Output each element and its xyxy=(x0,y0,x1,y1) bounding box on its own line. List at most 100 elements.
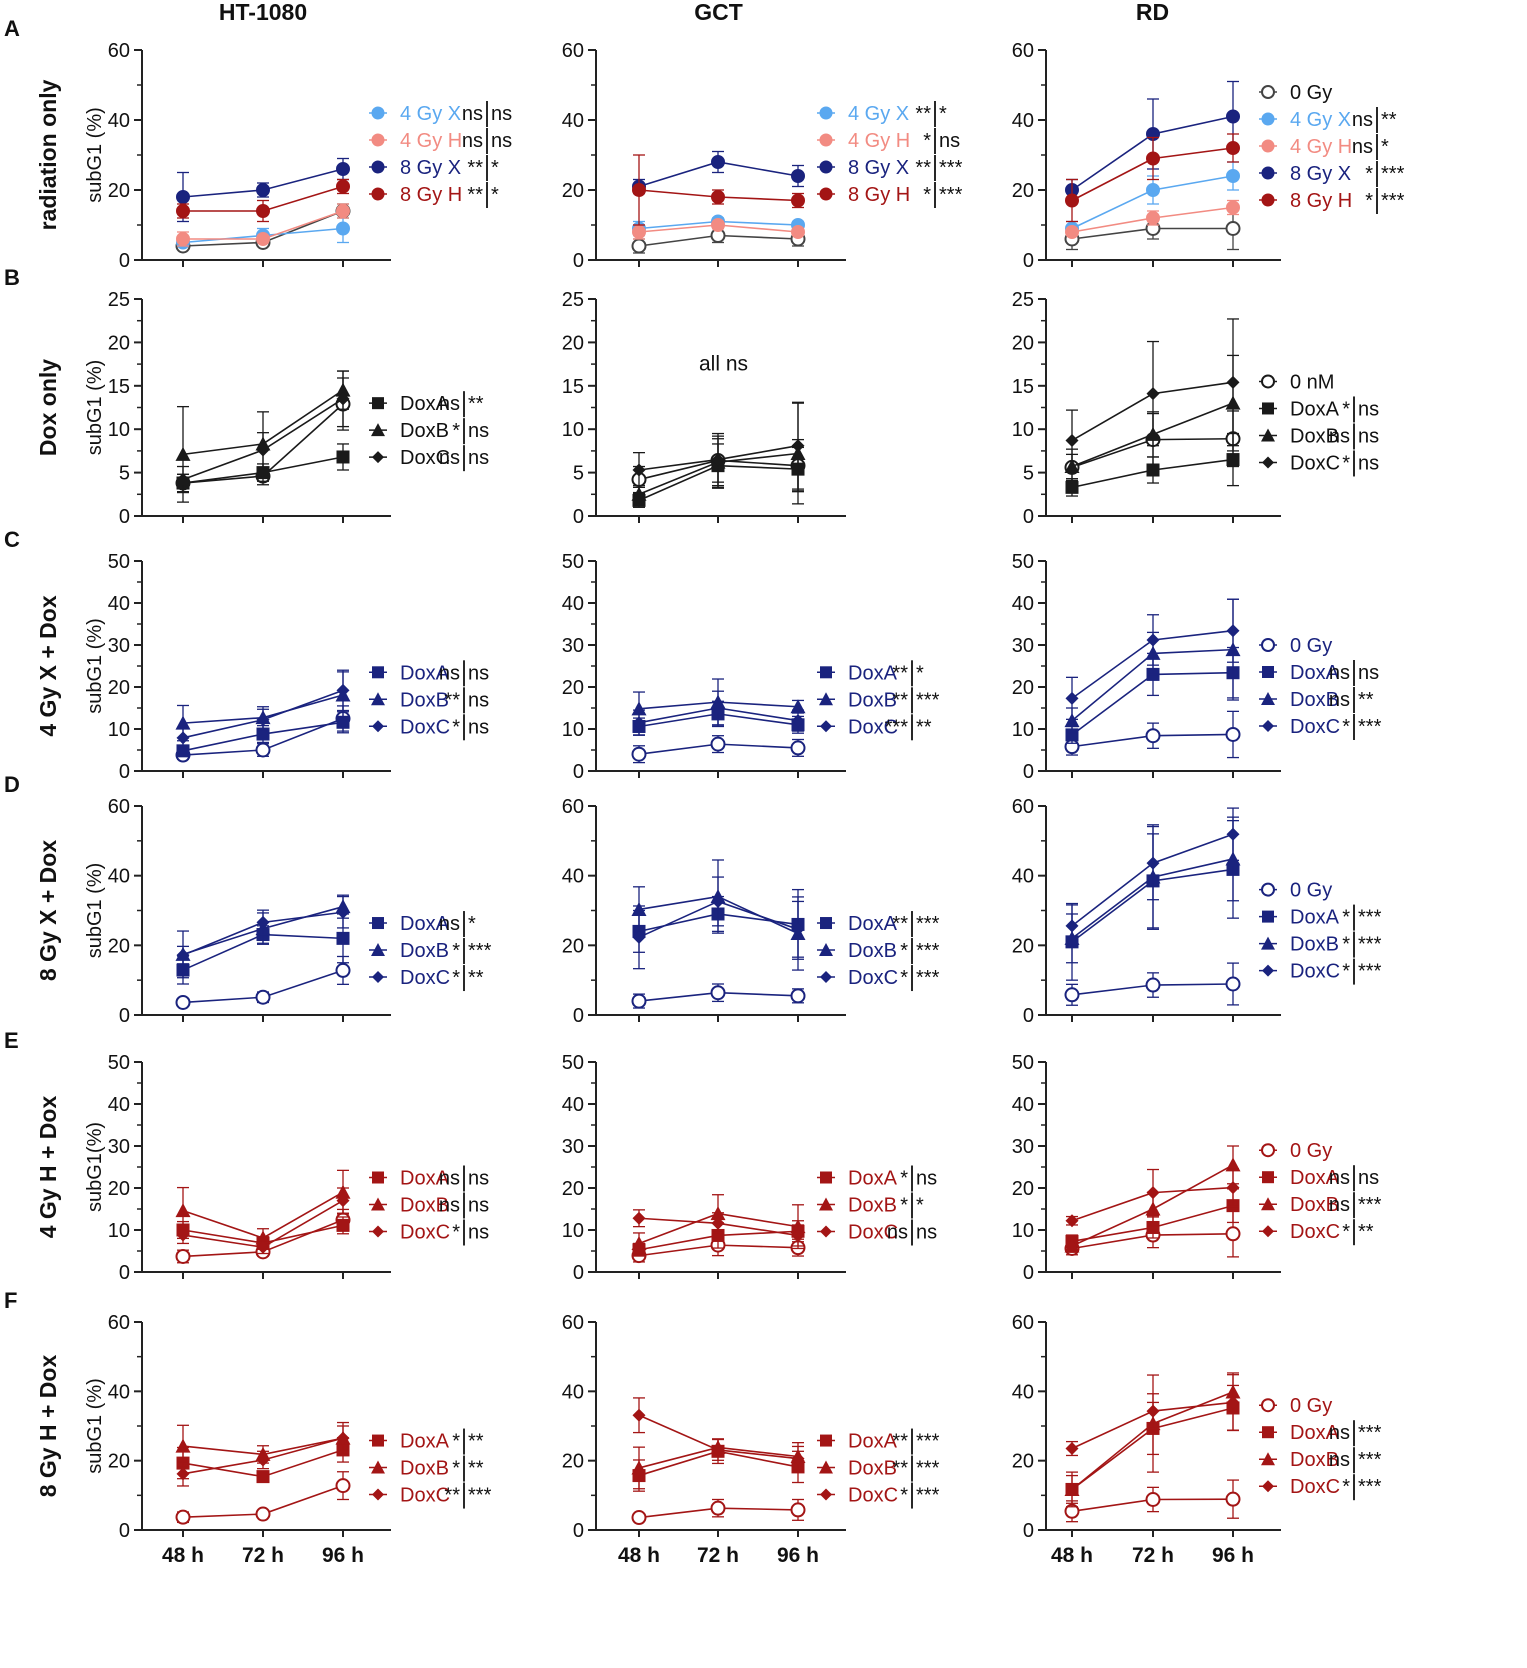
data-point xyxy=(791,225,805,239)
legend-label: 8 Gy X xyxy=(400,157,461,179)
y-tick-label: 10 xyxy=(1012,419,1034,441)
y-tick-label: 10 xyxy=(108,419,130,441)
data-point xyxy=(176,731,190,745)
y-tick-label: 20 xyxy=(108,180,130,202)
significance-label: *|******* xyxy=(1342,714,1382,740)
legend: 0 GyDoxAns|nsnsnsDoxBns|**ns**DoxC*|****… xyxy=(1259,635,1382,740)
significance-right: ns xyxy=(468,689,489,711)
data-point xyxy=(1261,374,1275,389)
chart-panel-A-HT-1080: 0 20 40 60 subG1 (%) 4 Gy Xns|nsnsns4 Gy Hns|… xyxy=(84,40,512,272)
data-point xyxy=(632,930,646,944)
data-point xyxy=(791,1452,805,1466)
data-point xyxy=(1225,1157,1241,1172)
series-0-gy xyxy=(1064,1479,1241,1523)
y-tick-label: 30 xyxy=(108,635,130,657)
significance-left: * xyxy=(900,1195,908,1217)
y-tick-label: 10 xyxy=(562,1220,584,1242)
legend: DoxA**|********DoxB**|********DoxC*|****… xyxy=(817,1428,940,1509)
legend-label: DoxC xyxy=(400,1222,450,1244)
panel-letter: D xyxy=(4,772,20,797)
y-tick-label: 60 xyxy=(108,40,130,62)
y-tick-label: 40 xyxy=(562,593,584,615)
series-doxc xyxy=(176,669,350,749)
y-tick-label: 40 xyxy=(1012,110,1034,132)
data-point xyxy=(1226,141,1240,155)
data-point xyxy=(175,1203,191,1218)
data-point xyxy=(632,463,646,477)
y-tick-label: 60 xyxy=(108,1312,130,1334)
legend-label: 4 Gy H xyxy=(400,130,462,152)
series-doxc xyxy=(632,690,805,736)
significance-left: ns xyxy=(1329,1194,1350,1216)
significance-label: ns|**ns** xyxy=(439,391,484,418)
legend: 0 GyDoxAns|nsnsnsDoxBns|***ns***DoxC*|**… xyxy=(1259,1140,1382,1246)
significance-right: * xyxy=(468,913,476,935)
data-point xyxy=(819,106,833,120)
data-point xyxy=(790,988,806,1004)
significance-right: ** xyxy=(1381,109,1397,131)
data-point xyxy=(1064,1481,1080,1496)
y-tick-label: 20 xyxy=(108,332,130,354)
panel-annotation: all ns xyxy=(699,353,748,376)
y-axis-label: subG1 (%) xyxy=(84,863,106,959)
column-header: GCT xyxy=(694,0,743,25)
series-0-gy xyxy=(175,1471,351,1525)
y-tick-label: 0 xyxy=(1023,1005,1034,1027)
significance-left: ** xyxy=(467,184,483,206)
significance-left: * xyxy=(900,940,908,962)
data-point xyxy=(372,666,384,679)
y-tick-label: 15 xyxy=(562,376,584,398)
data-point xyxy=(176,1467,190,1481)
y-tick-label: 10 xyxy=(1012,1220,1034,1242)
series-0-gy xyxy=(631,1498,806,1526)
significance-label: **|ns**ns xyxy=(444,687,489,714)
data-point xyxy=(1261,193,1275,207)
significance-label: *|******* xyxy=(1342,1474,1382,1501)
data-point xyxy=(175,715,191,730)
row-title: Dox only xyxy=(35,359,61,456)
legend-label: DoxB xyxy=(1290,425,1339,447)
data-point xyxy=(175,1509,191,1525)
data-point xyxy=(1145,977,1161,993)
data-point xyxy=(631,746,647,762)
significance-label: ns|nsnsns xyxy=(439,1192,489,1219)
data-point xyxy=(372,397,384,410)
significance-right: * xyxy=(939,103,947,125)
significance-left: * xyxy=(900,967,908,989)
y-tick-label: 0 xyxy=(1023,1262,1034,1284)
legend-label: 0 Gy xyxy=(1290,635,1332,657)
y-tick-label: 20 xyxy=(1012,1178,1034,1200)
significance-left: ** xyxy=(892,913,908,935)
significance-left: ns xyxy=(1329,425,1350,447)
significance-left: ns xyxy=(1329,1449,1350,1471)
data-point xyxy=(632,1408,646,1422)
y-tick-label: 50 xyxy=(1012,1052,1034,1074)
data-point xyxy=(1262,1426,1274,1439)
significance-left: ns xyxy=(462,130,483,152)
data-point xyxy=(336,1194,350,1208)
significance-left: ns xyxy=(1329,662,1350,684)
data-point xyxy=(1262,720,1274,732)
data-point xyxy=(819,160,833,174)
y-tick-label: 10 xyxy=(1012,719,1034,741)
data-point xyxy=(1146,463,1160,477)
y-tick-label: 25 xyxy=(108,289,130,311)
legend-label: DoxA xyxy=(848,1168,898,1190)
significance-left: ns xyxy=(1352,136,1373,158)
series-doxc xyxy=(632,1397,805,1472)
significance-label: *|ns*ns xyxy=(452,1219,489,1246)
significance-label: ns|***ns*** xyxy=(1329,1447,1382,1474)
data-point xyxy=(710,736,726,752)
data-point xyxy=(711,155,725,169)
legend-label: 8 Gy H xyxy=(400,184,462,206)
data-point xyxy=(1146,633,1160,647)
data-point xyxy=(1065,225,1079,239)
legend-label: DoxC xyxy=(1290,961,1340,983)
significance-label: *|***** xyxy=(452,965,484,992)
significance-left: ** xyxy=(915,103,931,125)
y-tick-label: 10 xyxy=(562,419,584,441)
